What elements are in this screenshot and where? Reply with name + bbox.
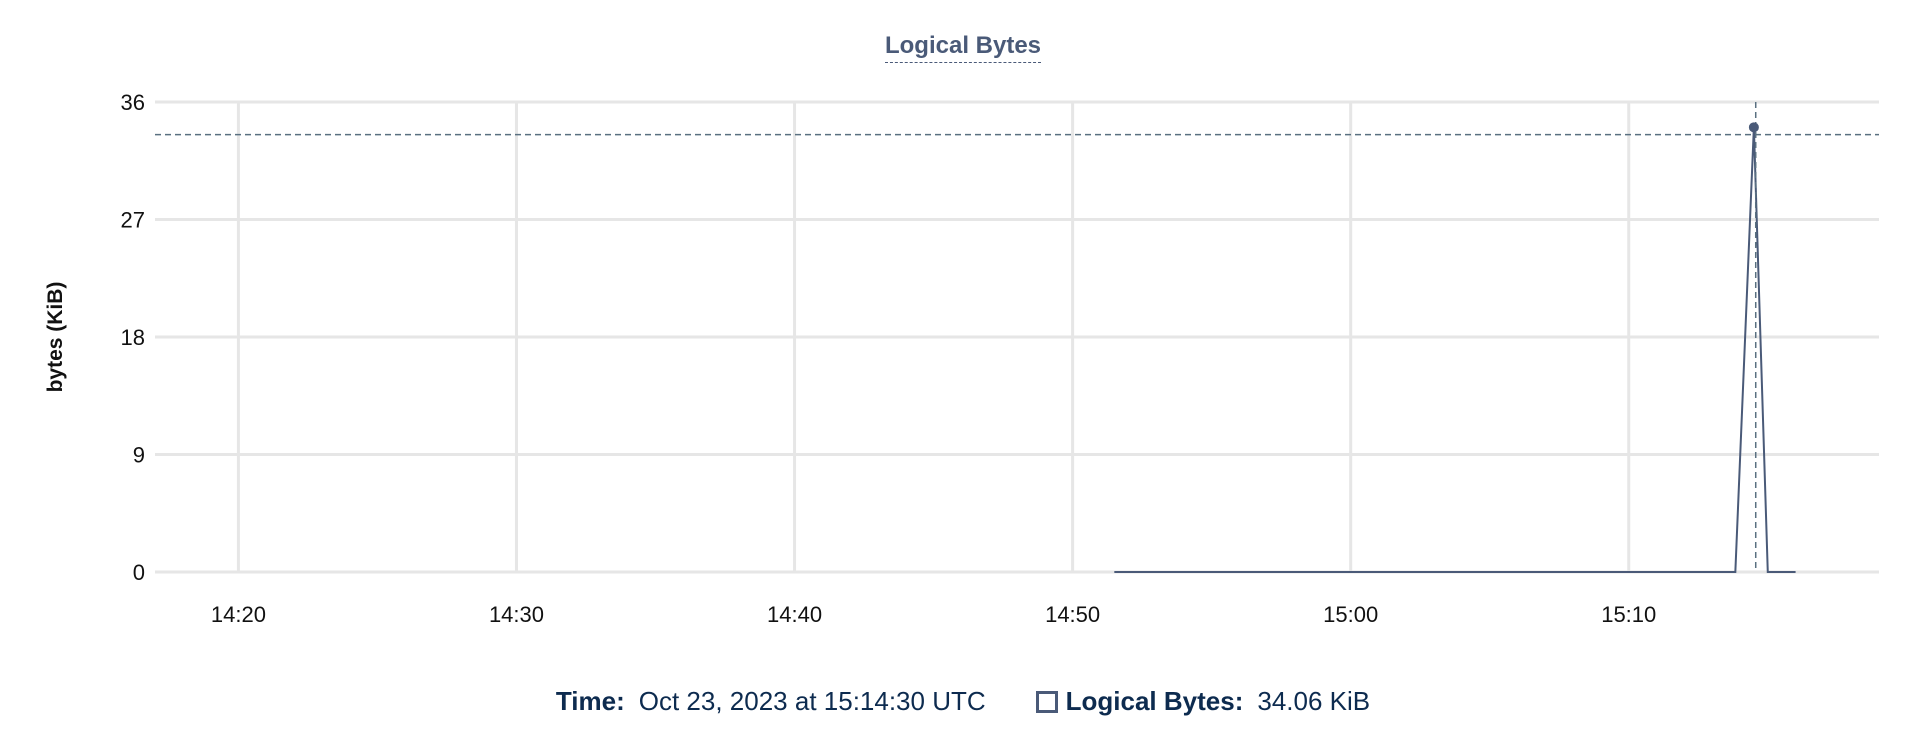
grid	[155, 100, 1879, 574]
series-value: 34.06 KiB	[1257, 686, 1371, 716]
legend: Time: Oct 23, 2023 at 15:14:30 UTC Logic…	[0, 686, 1926, 717]
y-axis-label: bytes (KiB)	[44, 282, 67, 393]
highlight-point	[1748, 122, 1759, 133]
series	[155, 102, 1879, 573]
chart-title-wrap: Logical Bytes	[0, 32, 1926, 63]
y-tick-label: 36	[121, 90, 145, 115]
y-tick-label: 18	[121, 325, 145, 350]
tick-labels: 0 9 18 27 36 14:20 14:30 14:40 14:50 15:00 15:10	[121, 90, 1657, 627]
y-tick-label: 0	[133, 560, 145, 585]
series-label: Logical Bytes:	[1065, 686, 1244, 716]
y-tick-label: 9	[133, 443, 145, 468]
x-tick-label: 14:20	[211, 602, 266, 627]
x-tick-label: 14:50	[1045, 602, 1100, 627]
x-tick-label: 14:40	[767, 602, 822, 627]
y-tick-label: 27	[121, 208, 145, 233]
time-label: Time:	[555, 686, 625, 716]
series-swatch-icon[interactable]	[1035, 690, 1058, 713]
x-tick-label: 15:00	[1323, 602, 1378, 627]
x-tick-label: 14:30	[489, 602, 544, 627]
chart-title[interactable]: Logical Bytes	[884, 32, 1042, 63]
x-tick-label: 15:10	[1601, 602, 1656, 627]
series-line	[1114, 127, 1796, 573]
time-value: Oct 23, 2023 at 15:14:30 UTC	[638, 686, 986, 716]
